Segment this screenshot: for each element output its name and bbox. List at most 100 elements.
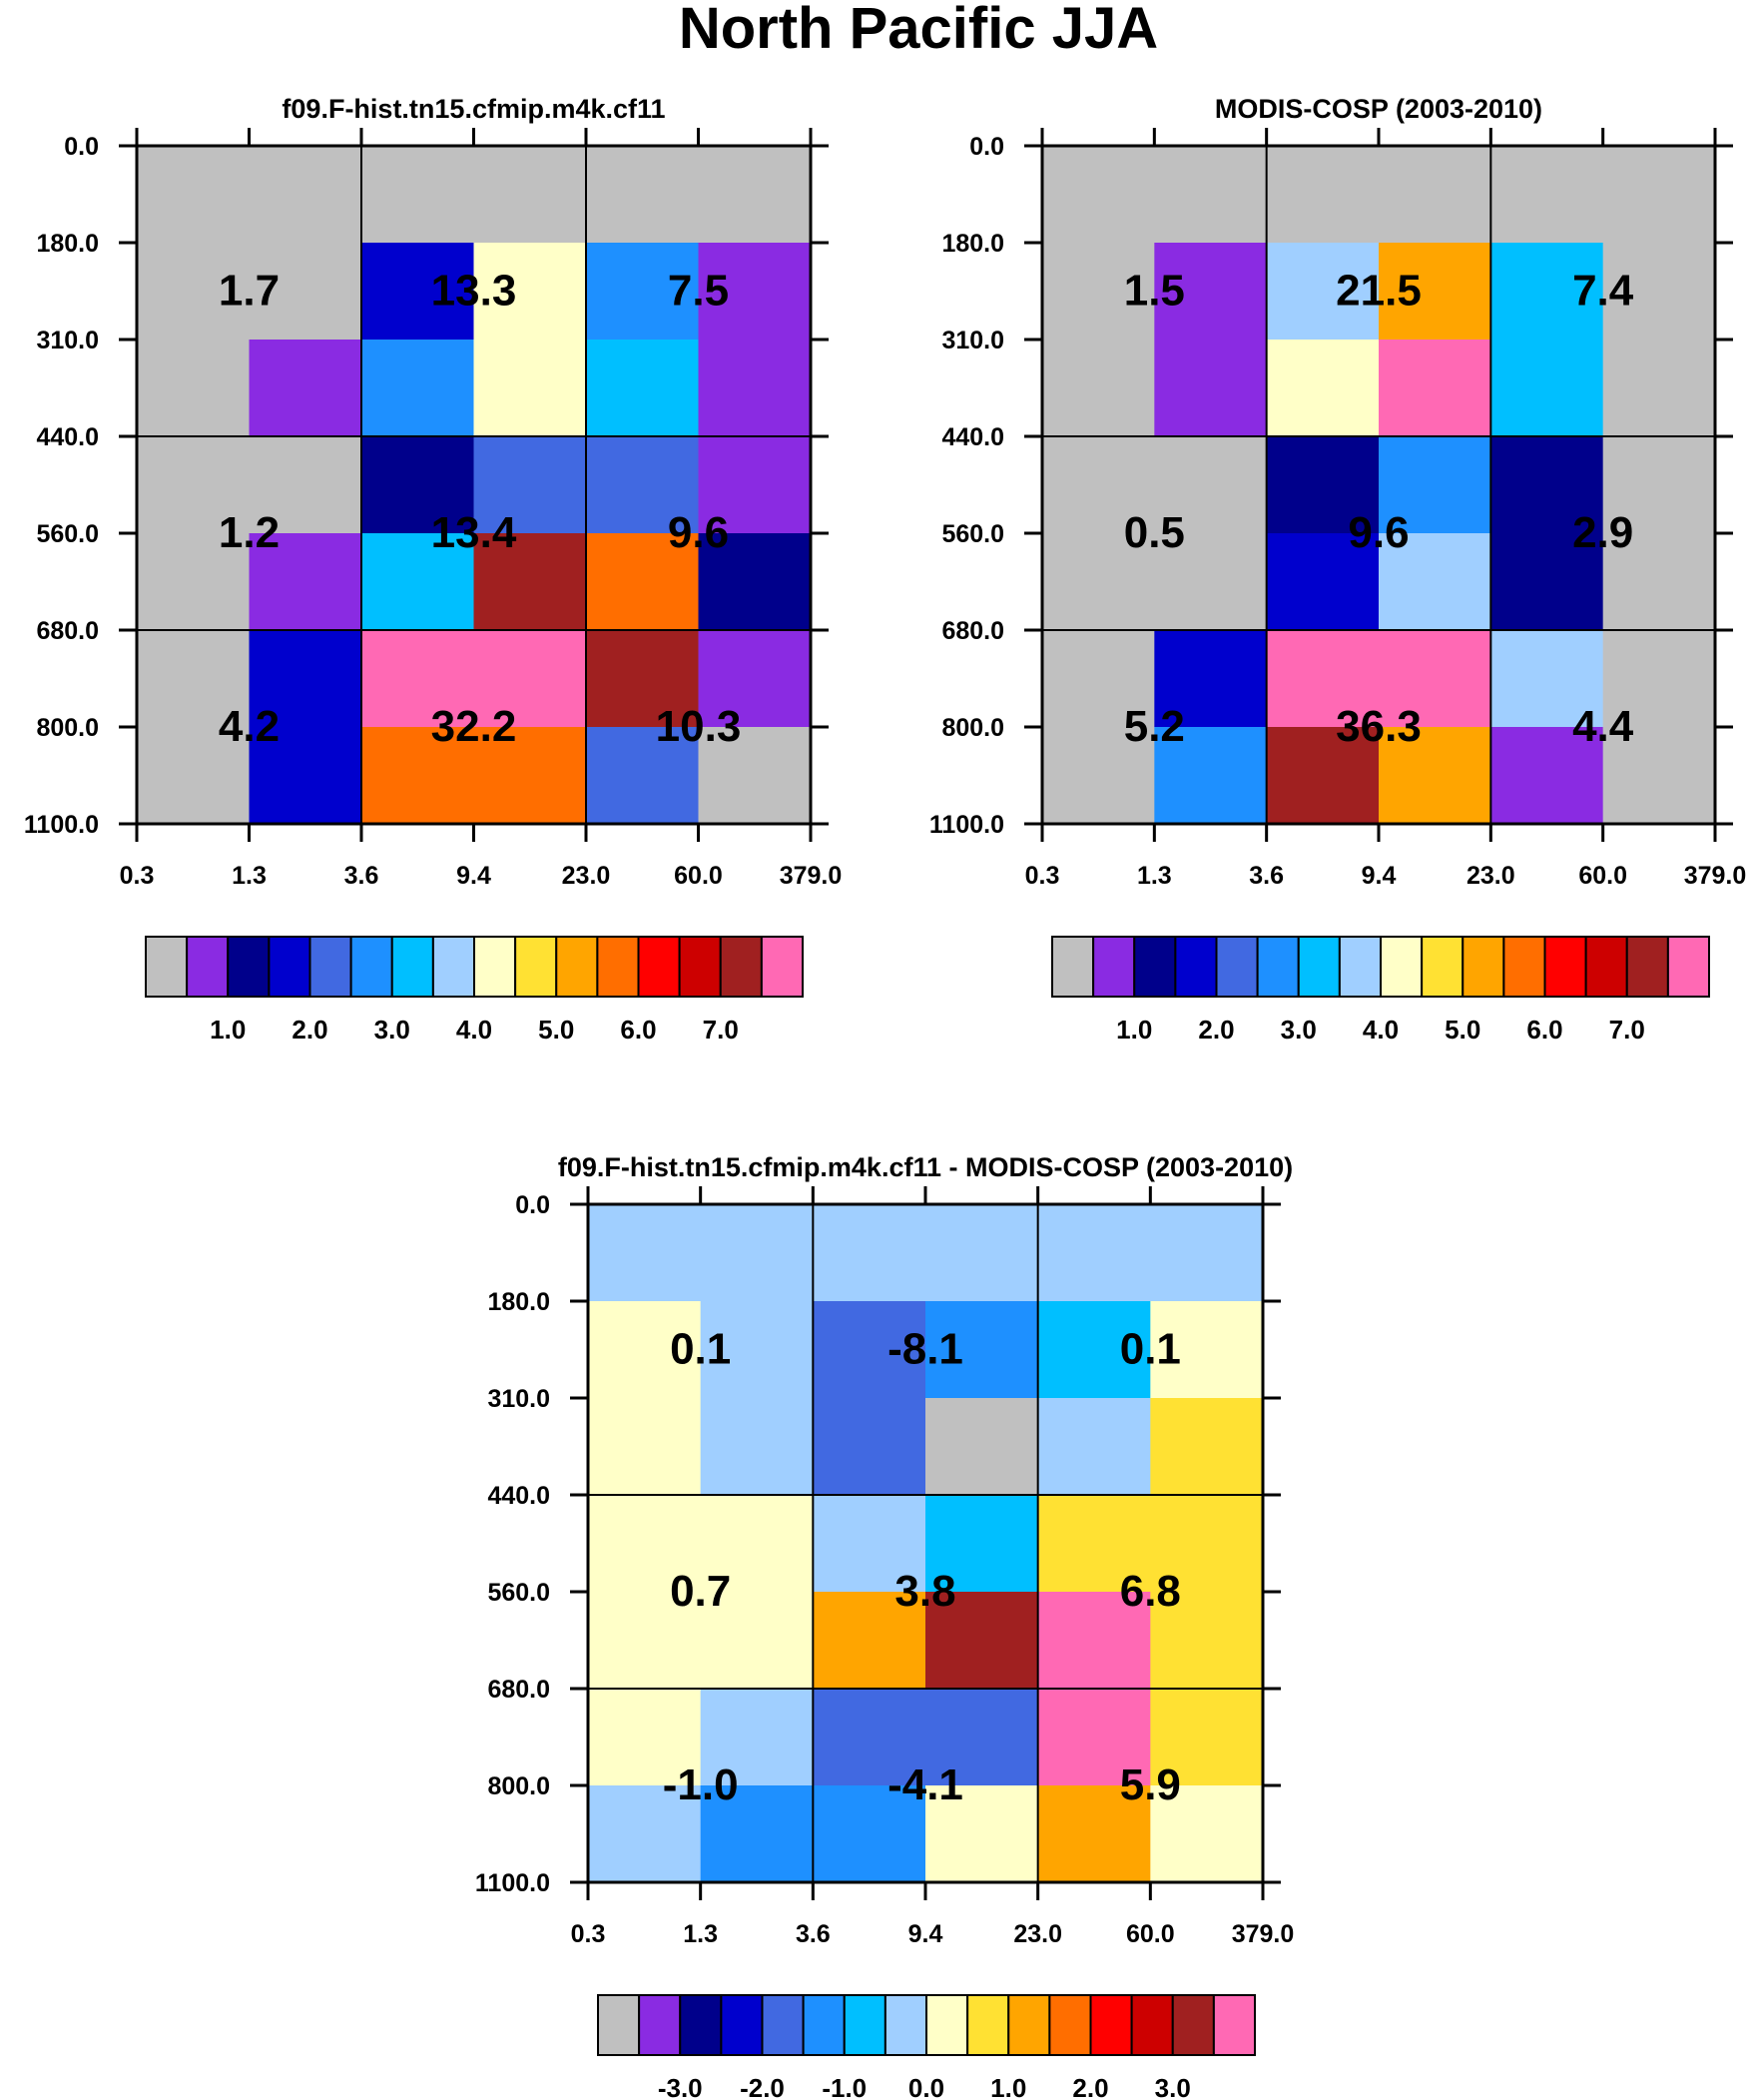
heatmap-cell: [1490, 630, 1604, 728]
colorbar-swatch: [1133, 936, 1177, 998]
y-tick-label: 560.0: [941, 520, 1004, 548]
heatmap-cell: [588, 1398, 702, 1496]
colorbar-swatch: [1297, 936, 1341, 998]
colorbar-swatch: [597, 1994, 641, 2056]
box-value-label: 3.8: [894, 1567, 955, 1616]
main-title: North Pacific JJA: [679, 0, 1158, 61]
heatmap-cell: [361, 533, 474, 631]
colorbar-swatch: [1338, 936, 1382, 998]
x-tick-label: 379.0: [780, 862, 843, 890]
colorbar-label: 5.0: [1445, 1015, 1480, 1045]
x-tick-label: 3.6: [344, 862, 379, 890]
colorbar-swatch: [760, 936, 804, 998]
colorbar-swatch: [637, 936, 681, 998]
heatmap-cell: [1490, 146, 1604, 244]
colorbar-swatch: [1007, 1994, 1051, 2056]
box-value-label: 2.9: [1572, 508, 1633, 557]
y-tick-label: 680.0: [36, 617, 99, 645]
heatmap-cell: [473, 533, 587, 631]
y-tick-label: 800.0: [941, 714, 1004, 742]
heatmap-cell: [925, 1204, 1039, 1302]
heatmap-cell: [925, 1301, 1039, 1399]
y-tick-label: 440.0: [941, 423, 1004, 451]
colorbar-label: 7.0: [1609, 1015, 1645, 1045]
colorbar-label: 6.0: [620, 1015, 656, 1045]
heatmap-cell: [700, 1398, 814, 1496]
colorbar-swatch: [145, 936, 189, 998]
heatmap-cell: [473, 243, 587, 341]
box-value-label: 0.5: [1124, 508, 1185, 557]
heatmap-cell: [588, 1301, 702, 1399]
y-tick-label: 680.0: [941, 617, 1004, 645]
heatmap-cell: [1150, 1689, 1264, 1786]
colorbar-swatch: [679, 1994, 723, 2056]
colorbar-swatch: [1502, 936, 1546, 998]
colorbar-swatch: [1092, 936, 1136, 998]
x-tick-label: 1.3: [232, 862, 267, 890]
colorbar-label: -1.0: [822, 2073, 867, 2100]
heatmap-cell: [813, 1785, 926, 1883]
colorbar-swatch: [308, 936, 352, 998]
box-value-label: 4.2: [219, 702, 280, 751]
heatmap-cell: [1042, 533, 1155, 631]
heatmap-cell: [700, 1204, 814, 1302]
heatmap-cell: [1037, 1785, 1151, 1883]
heatmap-cell: [249, 630, 362, 728]
x-tick-label: 23.0: [1467, 862, 1515, 890]
colorbar-swatch: [1048, 1994, 1092, 2056]
colorbar-swatch: [1421, 936, 1465, 998]
box-value-label: 1.2: [219, 508, 280, 557]
x-tick-label: 1.3: [683, 1920, 718, 1948]
heatmap-cell: [1150, 1301, 1264, 1399]
box-value-label: 1.5: [1124, 267, 1185, 316]
y-tick-label: 0.0: [64, 133, 99, 161]
heatmap-cell: [588, 1592, 702, 1690]
y-tick-label: 800.0: [487, 1772, 550, 1800]
colorbar-label: 1.0: [1116, 1015, 1152, 1045]
heatmap-cell: [1266, 340, 1380, 437]
x-tick-label: 9.4: [1362, 862, 1397, 890]
panel-title: f09.F-hist.tn15.cfmip.m4k.cf11 - MODIS-C…: [558, 1152, 1293, 1182]
heatmap-cell: [137, 146, 250, 244]
heatmap-cell: [925, 1398, 1039, 1496]
y-tick-label: 440.0: [36, 423, 99, 451]
heatmap-cell: [925, 1785, 1039, 1883]
heatmap-cell: [1602, 146, 1716, 244]
colorbar-swatch: [843, 1994, 886, 2056]
panel-model: f09.F-hist.tn15.cfmip.m4k.cf11 0.0 180.0 31…: [24, 94, 842, 1045]
colorbar-swatch: [638, 1994, 682, 2056]
colorbar-label: 4.0: [456, 1015, 492, 1045]
colorbar-swatch: [1584, 936, 1628, 998]
heatmap-cell: [361, 436, 474, 534]
heatmap-cell: [698, 727, 812, 825]
heatmap-cell: [1154, 630, 1268, 728]
heatmap-cell: [698, 146, 812, 244]
heatmap-cell: [1150, 1204, 1264, 1302]
heatmap-cell: [813, 1204, 926, 1302]
heatmap-cell: [1042, 630, 1155, 728]
colorbar-swatch: [268, 936, 311, 998]
x-tick-label: 23.0: [1013, 1920, 1062, 1948]
box-value-label: 32.2: [431, 702, 517, 751]
heatmap-cell: [473, 727, 587, 825]
colorbar-label: 2.0: [1198, 1015, 1234, 1045]
heatmap-cell: [700, 1785, 814, 1883]
y-tick-label: 180.0: [36, 230, 99, 258]
colorbar-label: -3.0: [658, 2073, 703, 2100]
heatmap-cell: [698, 630, 812, 728]
heatmap-cell: [1379, 340, 1491, 437]
heatmap-cell: [1042, 436, 1155, 534]
box-value-label: -4.1: [887, 1760, 963, 1809]
x-tick-label: 23.0: [562, 862, 611, 890]
colorbar-swatch: [1130, 1994, 1174, 2056]
heatmap-cell: [1379, 243, 1491, 341]
box-value-label: 5.2: [1124, 702, 1185, 751]
box-value-label: 13.4: [431, 508, 517, 557]
x-tick-label: 0.3: [571, 1920, 606, 1948]
heatmap-cell: [249, 436, 362, 534]
box-value-label: 9.6: [1348, 508, 1409, 557]
colorbar-swatch: [349, 936, 393, 998]
heatmap-cell: [1154, 146, 1268, 244]
heatmap-cell: [1379, 146, 1491, 244]
heatmap-cell: [137, 630, 250, 728]
